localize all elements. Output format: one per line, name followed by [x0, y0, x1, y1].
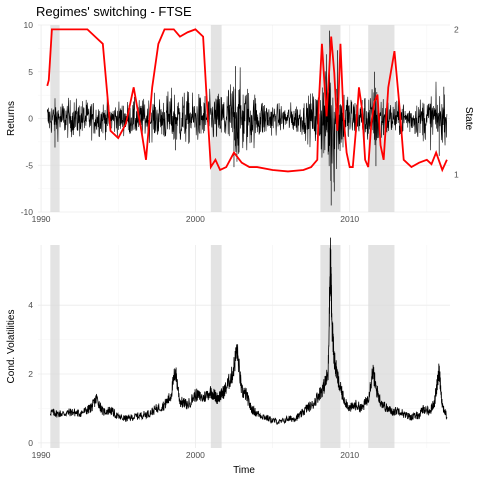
y-tick-label: 0 — [28, 114, 33, 124]
time-axis-title: Time — [233, 465, 255, 476]
returns-axis-title: Returns — [6, 101, 17, 136]
volatility-axis-title: Cond. Volatilities — [6, 310, 17, 384]
x-tick-label: 2010 — [340, 450, 359, 460]
shaded-period — [320, 245, 341, 448]
x-tick-label: 1990 — [32, 214, 51, 224]
y-tick-label: 2 — [28, 369, 33, 379]
bottom-panel-tick-labels: 1990 2000 2010 0 2 4 — [28, 300, 359, 460]
y-tick-label: 4 — [28, 300, 33, 310]
x-tick-label: 2000 — [186, 214, 205, 224]
x-tick-label: 2010 — [340, 214, 359, 224]
y-tick-label: 5 — [28, 67, 33, 77]
state-axis-title: State — [463, 107, 474, 131]
shaded-period — [210, 245, 222, 448]
y-tick-label: -10 — [21, 207, 34, 217]
top-panel-returns-state: 1990 2000 2010 -10 -5 0 5 10 1 2 Returns State — [6, 20, 474, 224]
top-panel-tick-labels: 1990 2000 2010 -10 -5 0 5 10 1 2 — [21, 20, 459, 224]
bottom-panel-shaded-periods — [50, 245, 395, 448]
shaded-period — [50, 245, 60, 448]
bottom-panel-volatilities: 1990 2000 2010 0 2 4 Cond. Volatilities Time — [6, 237, 450, 476]
state-series-line — [46, 28, 448, 173]
x-tick-label: 2000 — [186, 450, 205, 460]
y2-tick-label: 2 — [454, 24, 459, 34]
returns-series — [46, 30, 448, 206]
returns-trace — [46, 54, 448, 183]
y2-tick-label: 1 — [454, 169, 459, 179]
chart-title: Regimes' switching - FTSE — [36, 4, 192, 19]
x-tick-label: 1990 — [32, 450, 51, 460]
volatility-series-line — [49, 237, 448, 425]
y-tick-label: 10 — [24, 20, 34, 30]
shaded-period — [368, 245, 395, 448]
y-tick-label: 0 — [28, 438, 33, 448]
y-tick-label: -5 — [25, 160, 33, 170]
